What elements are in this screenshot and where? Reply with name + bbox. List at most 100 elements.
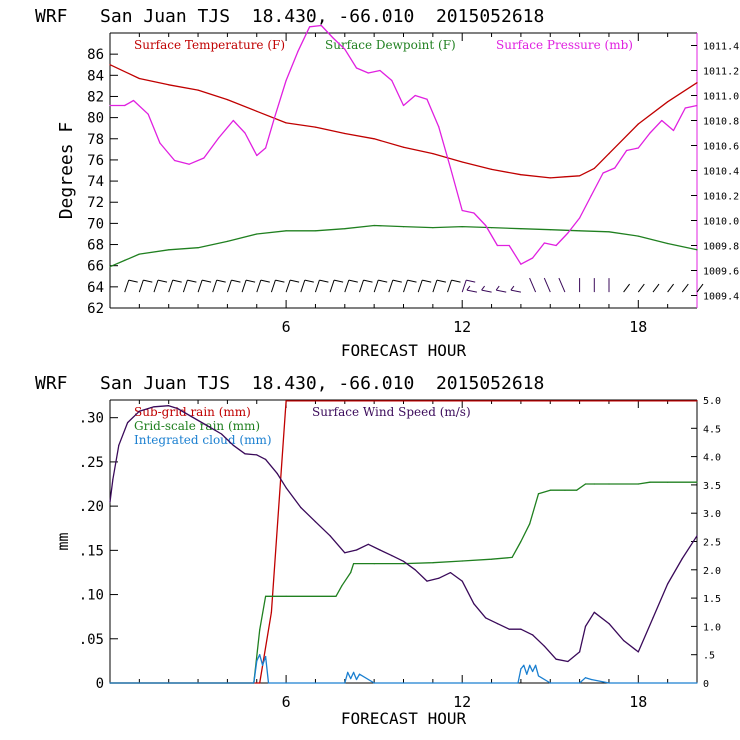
legend-entry: Integrated cloud (mm) — [134, 433, 272, 447]
data-point — [341, 585, 343, 587]
data-point — [285, 595, 287, 597]
data-point — [590, 678, 592, 681]
data-point — [270, 611, 272, 613]
data-point — [608, 153, 610, 155]
series-line-surface-wind-speed-m-s — [109, 405, 698, 663]
data-point — [285, 400, 287, 402]
wind-barb-flag — [422, 279, 432, 283]
data-point — [109, 266, 111, 268]
x-tick-label: 12 — [453, 318, 471, 336]
data-point — [696, 400, 698, 402]
wind-barb-flag — [363, 279, 373, 283]
wind-barb — [285, 279, 291, 293]
y-axis-label: Degrees F — [56, 122, 77, 220]
data-point — [332, 37, 334, 39]
y-tick-label: 62 — [87, 301, 104, 317]
data-point — [256, 660, 258, 662]
data-point — [124, 259, 126, 261]
data-point — [197, 89, 199, 91]
data-point — [391, 555, 393, 557]
wind-barb — [432, 279, 438, 293]
y-tick-label: 84 — [87, 68, 104, 84]
data-point — [496, 244, 498, 247]
data-point — [285, 122, 287, 124]
data-point — [432, 227, 434, 229]
wind-barb — [558, 277, 566, 293]
wind-barb — [652, 283, 660, 293]
wind-barb — [329, 279, 335, 293]
data-point — [402, 104, 405, 107]
wind-barb-flag — [157, 279, 168, 283]
y-tick-label: 74 — [87, 174, 104, 190]
y2-tick-label: 2.0 — [703, 566, 721, 577]
wind-barb — [510, 289, 521, 293]
data-point — [438, 577, 440, 579]
data-point — [379, 69, 381, 72]
series-line-integrated-cloud-mm — [110, 654, 697, 684]
y2-tick-label: 3.5 — [703, 481, 721, 492]
data-point — [614, 167, 616, 169]
legend-entry: Grid-scale rain (mm) — [134, 419, 260, 433]
x-tick-label: 12 — [453, 693, 471, 711]
data-point — [608, 231, 610, 233]
y2-tick-label: 1010.2 — [703, 192, 739, 203]
data-point — [491, 168, 493, 170]
wind-barb-flag — [333, 279, 344, 283]
wind-barb — [241, 279, 247, 293]
data-point — [520, 628, 522, 630]
data-point — [584, 625, 587, 628]
wind-barb-flag — [319, 279, 329, 283]
data-point — [667, 481, 669, 483]
y-tick-label: 82 — [87, 89, 104, 105]
data-point — [593, 483, 595, 485]
legend-entry: Surface Wind Speed (m/s) — [312, 405, 471, 419]
wind-barb — [696, 283, 704, 293]
data-point — [426, 580, 428, 582]
wind-barb-flag — [172, 279, 182, 283]
data-point — [461, 209, 463, 212]
data-point — [564, 176, 566, 178]
data-point — [543, 242, 546, 244]
y-tick-label: .20 — [79, 499, 104, 515]
data-point — [579, 217, 581, 219]
data-point — [593, 611, 595, 613]
y-tick-label: .15 — [79, 543, 104, 559]
wind-barb — [461, 279, 467, 293]
data-point — [584, 483, 587, 485]
data-point — [109, 64, 111, 66]
wind-barb — [447, 279, 452, 293]
data-point — [535, 664, 537, 666]
y2-tick-label: 1010.4 — [703, 167, 739, 178]
data-point — [109, 104, 111, 107]
wind-barb-flag — [143, 279, 153, 283]
y2-tick-label: 1010.6 — [703, 142, 739, 153]
data-point — [517, 682, 519, 684]
y-tick-label: 72 — [87, 195, 104, 211]
wind-barb — [543, 277, 551, 293]
wind-barb-flag — [216, 279, 226, 283]
y-tick-label: 86 — [87, 47, 104, 63]
wind-barb — [466, 289, 477, 293]
data-point — [549, 177, 551, 179]
data-point — [449, 572, 452, 574]
y-tick-label: 70 — [87, 216, 104, 232]
y2-tick-label: 1011.4 — [703, 42, 739, 53]
data-point — [220, 433, 223, 435]
data-point — [432, 153, 434, 155]
y2-tick-label: .5 — [703, 651, 715, 662]
data-point — [335, 595, 337, 597]
data-point — [402, 146, 405, 148]
y2-tick-label: 1011.0 — [703, 92, 739, 103]
data-point — [652, 617, 654, 619]
data-point — [523, 664, 525, 666]
legend-entry: Surface Dewpoint (F) — [325, 38, 456, 52]
wind-barb — [637, 283, 645, 293]
data-point — [696, 535, 698, 537]
data-point — [329, 535, 331, 537]
data-point — [344, 228, 346, 230]
data-point — [285, 79, 287, 82]
data-point — [608, 682, 610, 684]
data-point — [265, 458, 267, 460]
data-point — [259, 682, 261, 684]
wind-barb — [270, 279, 276, 293]
